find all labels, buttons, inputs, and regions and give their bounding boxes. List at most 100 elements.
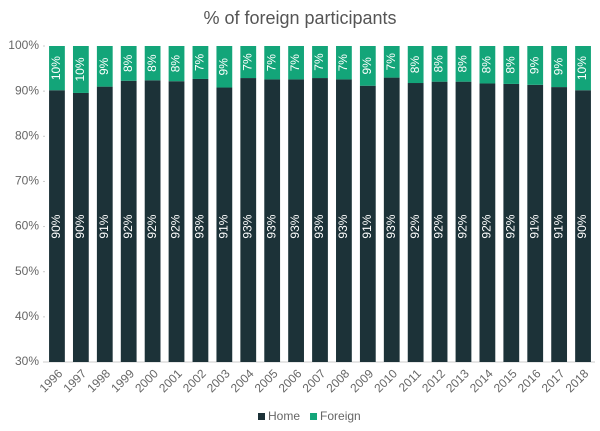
value-label: 7% [384, 53, 398, 71]
bar-segment [168, 46, 185, 82]
value-label: 92% [456, 214, 470, 238]
bar-segment [383, 77, 400, 362]
value-label: 92% [503, 214, 517, 238]
legend-label: Home [268, 409, 300, 423]
x-tick-label: 2009 [347, 366, 376, 395]
value-label: 10% [575, 56, 589, 80]
value-label: 10% [49, 56, 63, 80]
x-tick-label: 2005 [252, 366, 281, 395]
bar-segment [168, 81, 185, 362]
legend-label: Foreign [320, 409, 361, 423]
value-label: 7% [240, 53, 254, 71]
value-label: 93% [336, 214, 350, 238]
x-tick-label: 1996 [37, 366, 66, 395]
bar-segment [455, 46, 472, 82]
value-label: 90% [73, 214, 87, 238]
value-label: 92% [408, 214, 422, 238]
bar-segment [575, 90, 591, 363]
y-tick-label: 90% [15, 83, 39, 97]
value-label: 92% [121, 214, 135, 238]
bar-segment [575, 46, 591, 91]
bar-segment [216, 87, 233, 362]
value-label: 90% [575, 214, 589, 238]
value-label: 8% [432, 55, 446, 73]
bar-segment [359, 46, 376, 86]
value-label: 8% [145, 54, 159, 72]
bar-segment [192, 46, 209, 79]
value-label: 7% [312, 53, 326, 71]
value-label: 8% [169, 55, 183, 73]
bar-segment [49, 90, 65, 363]
value-label: 9% [217, 58, 231, 76]
legend-swatch [310, 413, 318, 420]
bar-segment [312, 78, 328, 363]
bar-segment [551, 46, 568, 88]
bar-segment [240, 46, 257, 79]
bar-segment [144, 80, 161, 363]
value-label: 90% [49, 214, 63, 238]
y-tick-label: 70% [15, 174, 39, 188]
bar-segment [240, 78, 257, 363]
value-label: 92% [169, 214, 183, 238]
value-label: 93% [312, 214, 326, 238]
x-tick-label: 2018 [563, 366, 592, 395]
x-tick-label: 2002 [180, 366, 209, 395]
x-tick-label: 1997 [60, 366, 89, 395]
bar-segment [479, 83, 496, 363]
bar-segment [72, 46, 89, 93]
x-tick-label: 1998 [84, 366, 113, 395]
x-tick-label: 2015 [491, 366, 520, 395]
value-label: 7% [193, 53, 207, 71]
x-tick-label: 2003 [204, 366, 233, 395]
bar-segment [503, 46, 520, 84]
bar-segment [72, 92, 89, 362]
bar-segment [96, 86, 113, 362]
value-label: 8% [503, 56, 517, 74]
bar-segment [407, 83, 424, 362]
bar-segment [312, 46, 328, 79]
bar-segment [431, 46, 448, 82]
value-label: 9% [527, 56, 541, 74]
bar-segment [120, 80, 137, 362]
bar-segment [336, 79, 352, 363]
x-tick-label: 2008 [323, 366, 352, 395]
bar-segment [144, 46, 161, 81]
bar-segment [527, 46, 544, 85]
value-label: 10% [73, 57, 87, 81]
bar-segment [503, 83, 520, 363]
x-tick-label: 2013 [443, 366, 472, 395]
x-tick-label: 2012 [419, 366, 448, 395]
bar-segment [288, 79, 304, 363]
value-label: 7% [288, 54, 302, 72]
x-tick-label: 2004 [228, 366, 257, 395]
bar-segment [551, 87, 568, 362]
x-tick-label: 2016 [515, 366, 544, 395]
bar-segment [216, 46, 233, 88]
x-tick-label: 2014 [467, 366, 496, 395]
value-label: 91% [217, 214, 231, 238]
value-label: 9% [551, 58, 565, 76]
value-label: 8% [480, 56, 494, 74]
value-label: 93% [264, 214, 278, 238]
value-label: 91% [527, 214, 541, 238]
value-label: 92% [145, 214, 159, 238]
x-tick-label: 2017 [539, 366, 568, 395]
bar-segment [120, 46, 137, 81]
value-label: 7% [336, 54, 350, 72]
value-label: 91% [551, 214, 565, 238]
legend-swatch [258, 413, 265, 420]
value-label: 92% [480, 214, 494, 238]
bar-segment [264, 46, 281, 80]
x-tick-label: 2010 [371, 366, 400, 395]
bar-segment [359, 85, 376, 363]
value-label: 91% [360, 214, 374, 238]
value-label: 9% [97, 57, 111, 75]
bar-segment [431, 81, 448, 363]
value-label: 93% [288, 214, 302, 238]
x-tick-label: 2006 [276, 366, 305, 395]
bar-segment [96, 46, 113, 87]
bar-segment [288, 46, 304, 80]
y-tick-label: 50% [15, 264, 39, 278]
value-label: 93% [193, 214, 207, 238]
